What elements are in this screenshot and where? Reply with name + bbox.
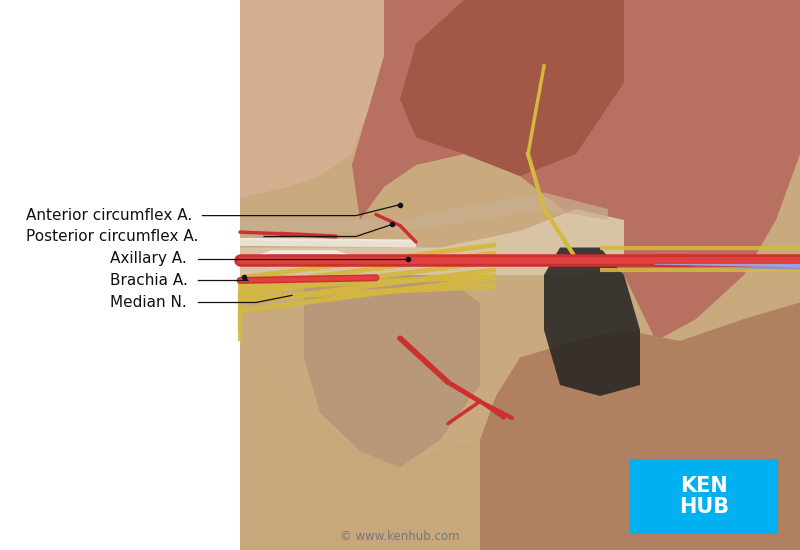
FancyBboxPatch shape (630, 459, 778, 534)
Text: © www.kenhub.com: © www.kenhub.com (340, 530, 460, 543)
Text: Axillary A.: Axillary A. (110, 251, 187, 266)
Polygon shape (352, 0, 800, 341)
Polygon shape (256, 250, 352, 264)
Polygon shape (240, 209, 624, 275)
Polygon shape (240, 0, 384, 198)
Polygon shape (480, 302, 800, 550)
Polygon shape (304, 275, 480, 468)
Text: Brachia A.: Brachia A. (110, 273, 188, 288)
Polygon shape (544, 248, 640, 396)
Text: KEN
HUB: KEN HUB (679, 476, 730, 517)
Polygon shape (400, 0, 624, 176)
Text: Posterior circumflex A.: Posterior circumflex A. (26, 229, 198, 244)
Text: Anterior circumflex A.: Anterior circumflex A. (26, 208, 193, 223)
Polygon shape (240, 358, 480, 550)
Polygon shape (240, 0, 384, 198)
Text: Median N.: Median N. (110, 295, 187, 310)
Polygon shape (240, 0, 800, 550)
Polygon shape (240, 192, 608, 231)
